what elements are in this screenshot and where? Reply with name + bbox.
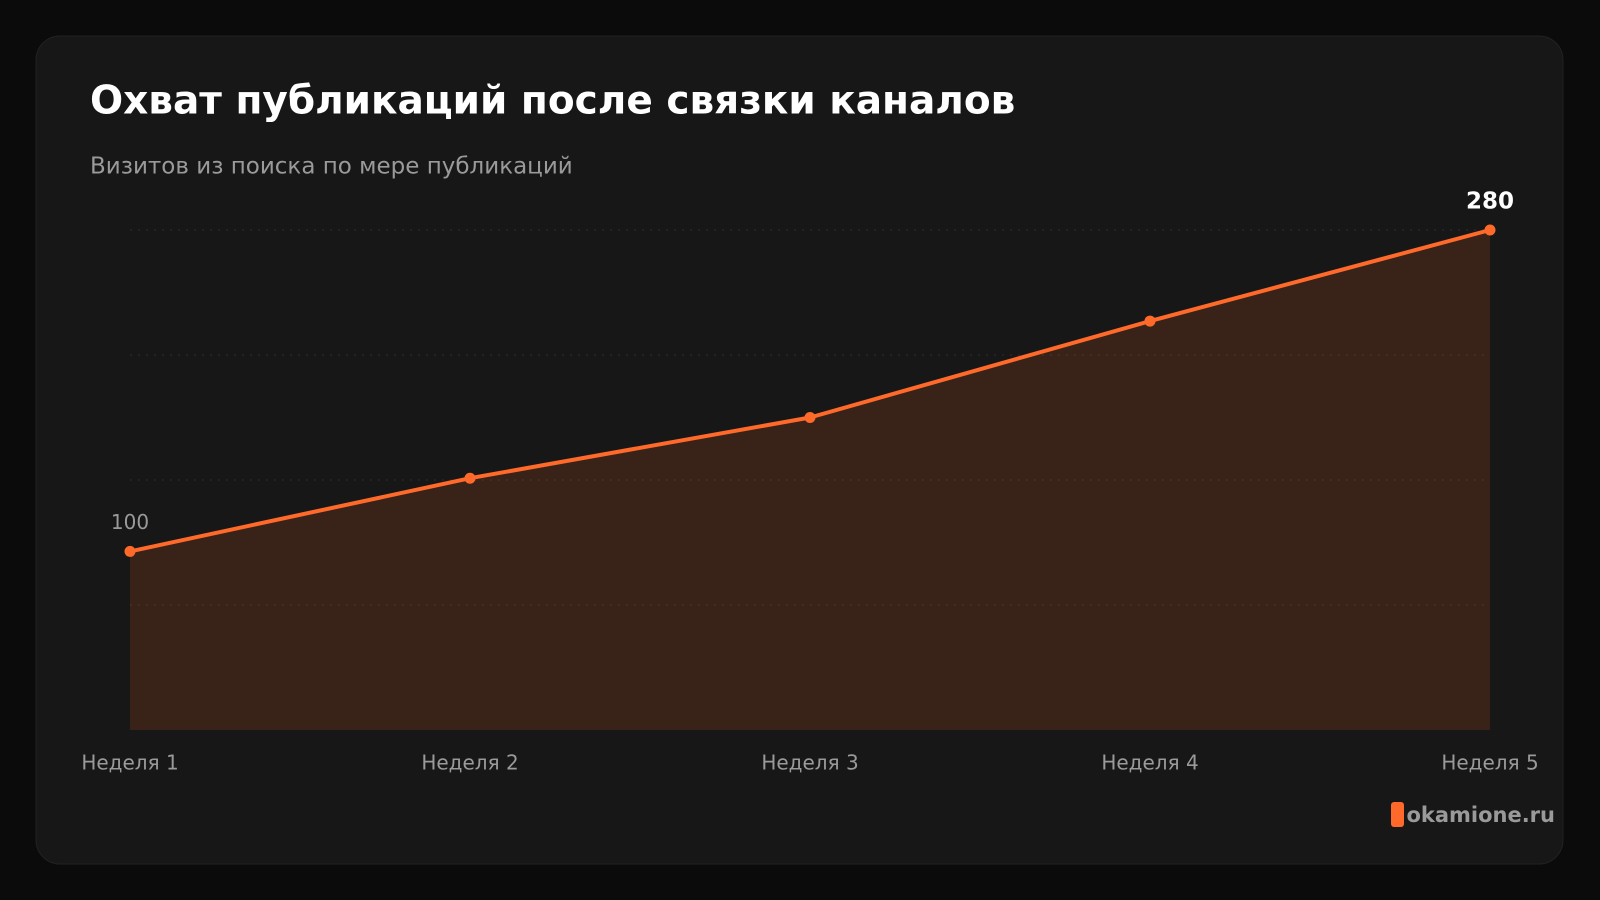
x-tick-label: Неделя 4 [1101, 751, 1198, 775]
x-tick-label: Неделя 5 [1441, 751, 1538, 775]
area-fill [130, 230, 1490, 730]
x-tick-label: Неделя 2 [421, 751, 518, 775]
x-tick-label: Неделя 3 [761, 751, 858, 775]
point [804, 412, 816, 423]
card [35, 35, 1564, 865]
chart-subtitle: Визитов из поиска по мере публикаций [90, 154, 573, 180]
point [124, 545, 136, 557]
point [1484, 224, 1496, 236]
point [464, 472, 476, 484]
watermark-swatch [1391, 802, 1404, 827]
point [1144, 315, 1156, 327]
value-label: 280 [1466, 189, 1514, 215]
value-label: 100 [111, 510, 149, 534]
watermark: okamione.ru [1406, 803, 1555, 827]
chart-title: Охват публикаций после связки каналов [90, 79, 1015, 124]
x-tick-label: Неделя 1 [81, 751, 178, 775]
